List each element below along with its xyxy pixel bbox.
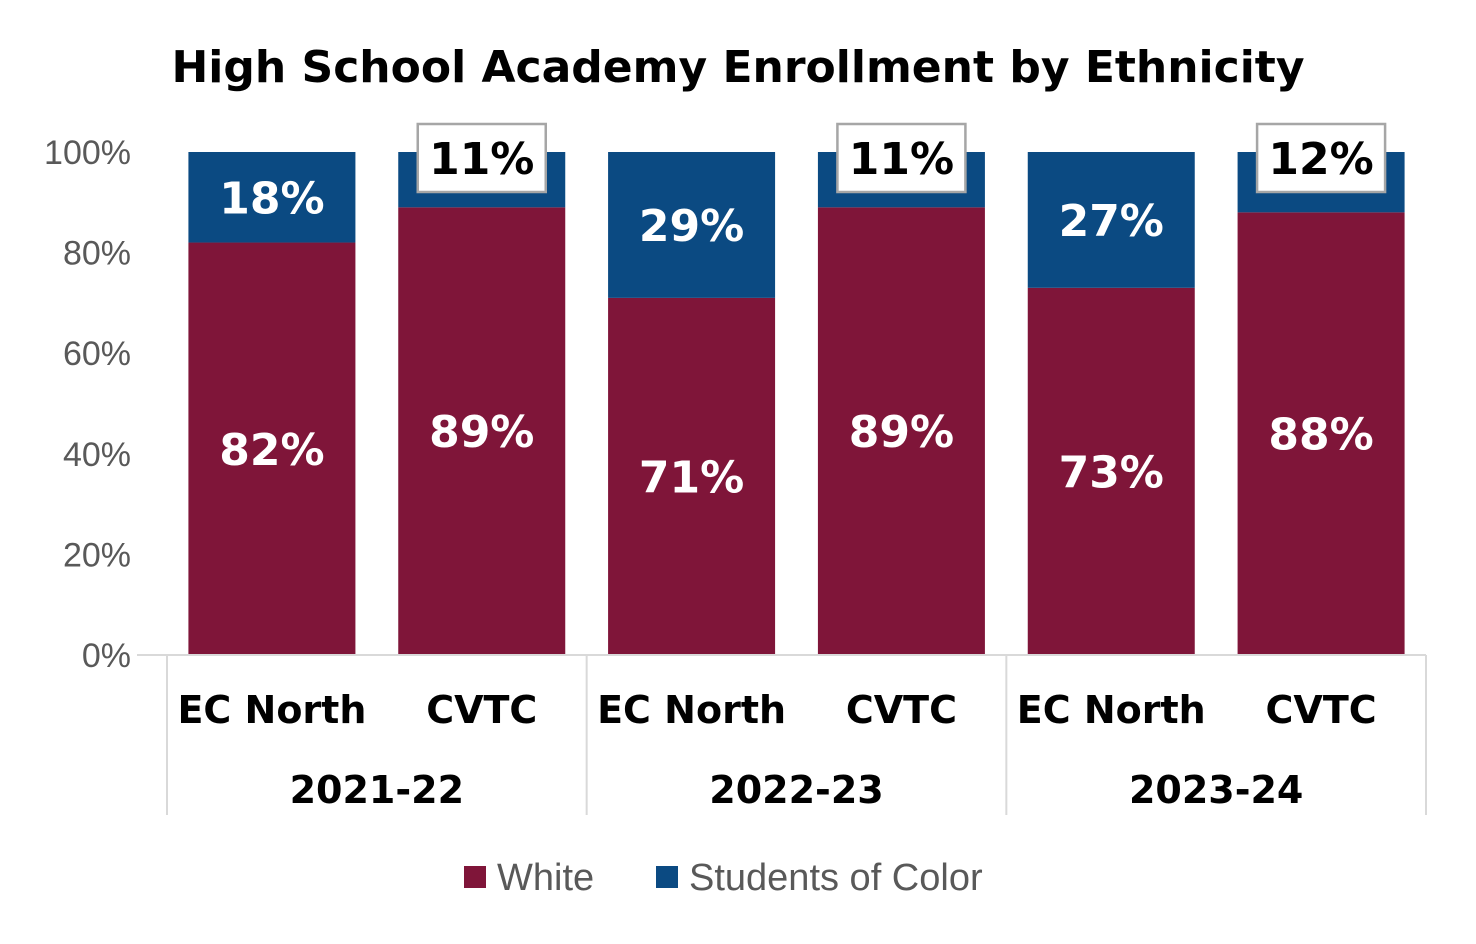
data-label-students-of-color: 27%: [1059, 196, 1164, 247]
data-label-white: 89%: [849, 407, 954, 458]
bar-white: [188, 242, 356, 656]
x-category-label: CVTC: [426, 688, 537, 732]
x-category-label: EC North: [597, 688, 786, 732]
callout-box: [836, 122, 967, 194]
x-axis: EC North CVTC EC North CVTC EC North CVTC 2021…: [137, 654, 1427, 815]
data-label-students-of-color: 18%: [219, 173, 324, 224]
y-axis: 0% 20% 40% 60% 80% 100%: [44, 134, 131, 675]
bar-students-of-color: [188, 152, 356, 243]
chart-title: High School Academy Enrollment by Ethnic…: [171, 42, 1304, 93]
y-tick-label: 0%: [82, 637, 131, 675]
bar-white: [1027, 287, 1195, 655]
x-category-label: CVTC: [1266, 688, 1377, 732]
legend: White Students of Color: [464, 857, 983, 899]
x-group-label: 2021-22: [290, 768, 464, 812]
legend-swatch: [656, 866, 678, 888]
bar-white: [608, 297, 776, 655]
legend-label: Students of Color: [689, 857, 983, 899]
bar-white: [817, 207, 985, 655]
data-label-white: 82%: [219, 425, 324, 476]
data-label-students-of-color: 11%: [429, 134, 534, 185]
bar-white: [1237, 212, 1405, 656]
bars: [188, 152, 1405, 656]
x-group-label: 2022-23: [709, 768, 883, 812]
data-label-white: 71%: [639, 452, 744, 503]
legend-swatch: [464, 866, 486, 888]
y-tick-label: 80%: [63, 235, 131, 273]
y-tick-label: 20%: [63, 536, 131, 574]
x-category-label: EC North: [177, 688, 366, 732]
x-group-label: 2023-24: [1129, 768, 1303, 812]
data-labels: 82% 18% 89% 11% 71% 29% 89% 11% 73% 27% 88% 12%: [219, 122, 1387, 503]
bar-students-of-color: [608, 152, 776, 298]
data-label-white: 88%: [1268, 410, 1373, 461]
bar-white: [398, 207, 566, 655]
legend-label: White: [497, 857, 594, 899]
x-category-label: CVTC: [846, 688, 957, 732]
y-tick-label: 40%: [63, 436, 131, 474]
data-label-white: 73%: [1059, 447, 1164, 498]
data-label-students-of-color: 29%: [639, 201, 744, 252]
bar-students-of-color: [1027, 152, 1195, 288]
y-tick-label: 60%: [63, 335, 131, 373]
callout-box: [416, 122, 547, 194]
callout-box: [1255, 122, 1387, 194]
x-category-label: EC North: [1017, 688, 1206, 732]
data-label-students-of-color: 11%: [849, 134, 954, 185]
y-tick-label: 100%: [44, 134, 131, 172]
data-label-white: 89%: [429, 407, 534, 458]
data-label-students-of-color: 12%: [1268, 134, 1373, 185]
